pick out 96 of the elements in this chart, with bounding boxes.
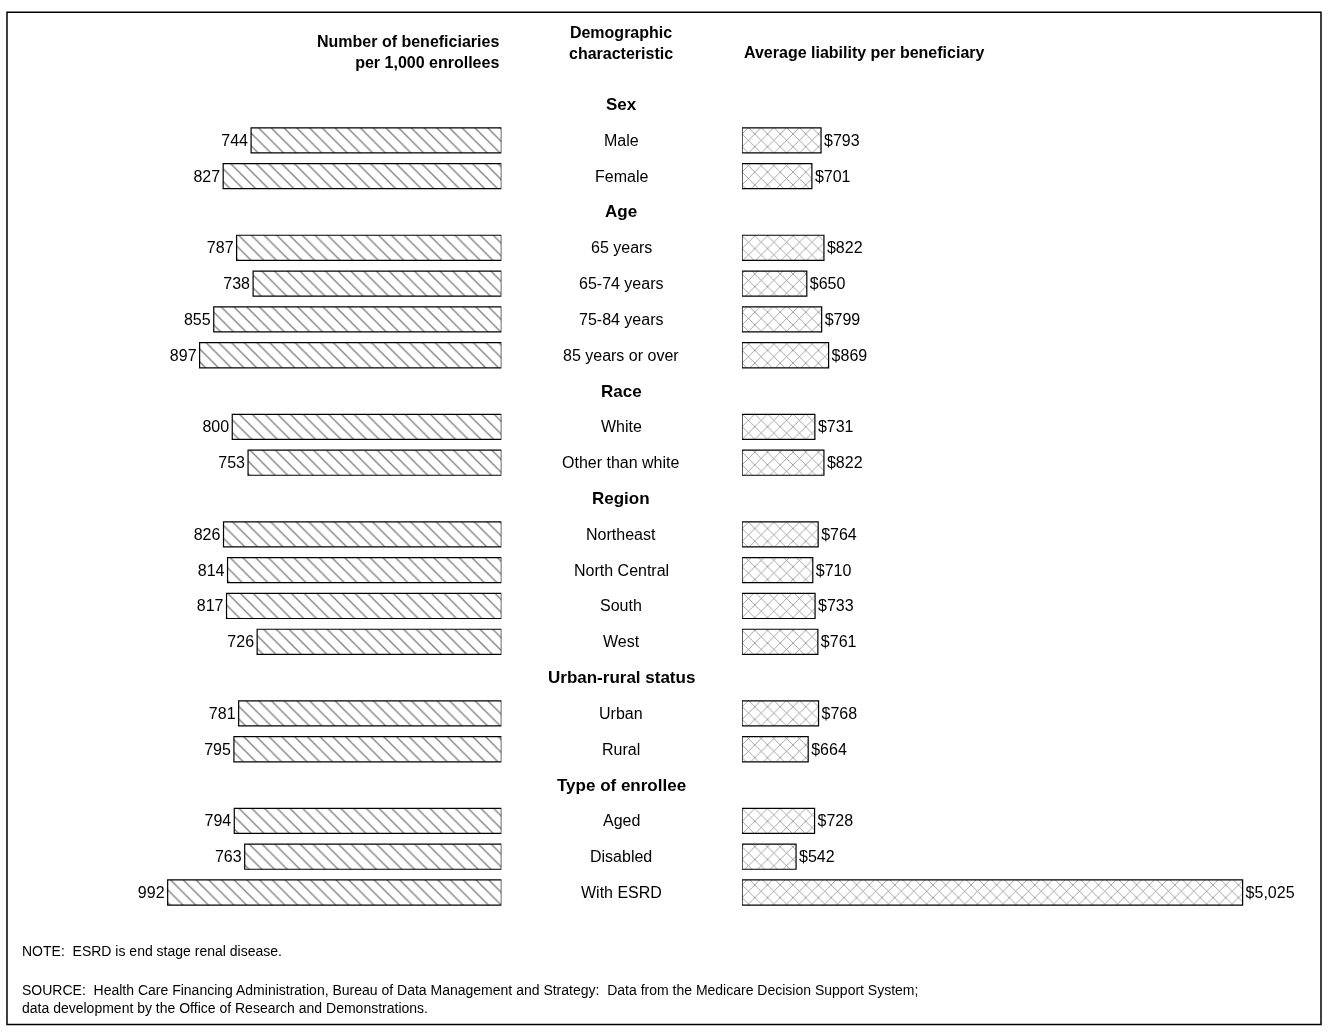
y-tick-label: Other than white xyxy=(562,454,680,471)
y-tick-label: 65-74 years xyxy=(579,275,664,292)
y-tick-label: Rural xyxy=(602,741,641,758)
bar xyxy=(225,592,502,620)
chart-title: Average liability per beneficiary xyxy=(744,44,985,61)
y-tick-label: 75-84 years xyxy=(579,311,664,328)
bar xyxy=(742,521,819,548)
data-label: $542 xyxy=(799,848,835,866)
data-label: $793 xyxy=(824,131,860,149)
bar xyxy=(231,413,502,441)
bar xyxy=(256,628,502,655)
y-tick-label: Northeast xyxy=(586,526,656,543)
data-label: $728 xyxy=(817,812,854,830)
data-label: $701 xyxy=(814,167,851,185)
data-label: $5,025 xyxy=(1245,884,1295,902)
data-label: 992 xyxy=(137,884,165,902)
y-tick-label: 85 years or over xyxy=(563,347,680,364)
bar xyxy=(742,628,819,655)
y-axis-title: Demographic characteristic xyxy=(569,24,674,62)
y-tick-label: West xyxy=(603,633,640,650)
bar xyxy=(742,163,813,190)
data-label: 814 xyxy=(197,561,225,579)
bar xyxy=(226,557,502,584)
data-label: 794 xyxy=(204,812,232,830)
y-tick-label: Age xyxy=(605,202,638,221)
chart-title: Number of beneficiaries per 1,000 enrollees xyxy=(317,33,500,71)
data-label: 781 xyxy=(208,704,236,722)
y-tick-label: Urban-rural status xyxy=(548,668,696,687)
y-tick-label: With ESRD xyxy=(581,884,662,901)
bar xyxy=(742,700,820,727)
data-label: $650 xyxy=(809,275,846,293)
data-label: 763 xyxy=(214,848,242,866)
y-tick-label: Aged xyxy=(603,812,641,829)
bar xyxy=(167,879,502,906)
bar xyxy=(233,736,502,763)
data-label: 744 xyxy=(221,131,249,149)
data-label: 795 xyxy=(204,740,231,758)
y-tick-label: Urban xyxy=(599,705,643,722)
data-label: $822 xyxy=(826,239,863,257)
bar xyxy=(742,306,823,333)
bar xyxy=(199,342,502,369)
y-tick-label: North Central xyxy=(574,562,670,579)
bar xyxy=(742,342,830,369)
y-tick-label: Male xyxy=(604,132,639,149)
bar xyxy=(742,413,816,441)
y-tick-label: 65 years xyxy=(591,239,653,256)
bar xyxy=(238,700,502,727)
data-label: $768 xyxy=(821,704,858,722)
text: NOTE: ESRD is end stage renal disease. xyxy=(22,943,282,959)
bar xyxy=(742,234,825,261)
y-tick-label: Female xyxy=(595,168,649,185)
data-label: 897 xyxy=(169,346,197,364)
data-label: 827 xyxy=(193,167,221,185)
y-tick-label: South xyxy=(600,597,642,614)
data-label: 817 xyxy=(196,597,224,615)
data-label: $733 xyxy=(818,597,854,615)
data-label: $869 xyxy=(831,346,868,364)
data-label: 826 xyxy=(193,525,221,543)
data-label: 753 xyxy=(218,454,246,472)
bar xyxy=(236,234,502,261)
data-label: 855 xyxy=(183,310,211,328)
bar xyxy=(742,557,814,584)
bar xyxy=(742,807,816,835)
bar xyxy=(742,879,1244,906)
bar xyxy=(244,843,502,870)
y-tick-label: White xyxy=(601,418,642,435)
data-label: $710 xyxy=(815,561,852,579)
source-note: SOURCE: Health Care Financing Administration, Bureau of Data Management and Strategy: Data from the Medicare Decision Support System; data development by the Office of Research and Demonstrations. xyxy=(22,982,919,1017)
bar xyxy=(742,592,816,620)
bar xyxy=(252,270,502,297)
bar xyxy=(742,270,808,297)
bar xyxy=(250,127,502,154)
y-tick-label: Disabled xyxy=(590,848,653,865)
data-label: 800 xyxy=(202,418,230,436)
bar xyxy=(213,306,502,333)
data-label: $761 xyxy=(820,633,857,651)
bar xyxy=(742,736,809,763)
data-label: $799 xyxy=(824,310,861,328)
bar xyxy=(247,449,502,476)
bar xyxy=(222,521,502,548)
data-label: 726 xyxy=(227,633,255,651)
data-label: $822 xyxy=(826,454,863,472)
bar xyxy=(742,449,825,476)
bar xyxy=(742,127,822,154)
data-label: 738 xyxy=(223,275,251,293)
y-tick-label: Region xyxy=(592,489,650,508)
bar xyxy=(233,807,502,835)
data-label: $764 xyxy=(821,525,857,543)
y-tick-label: Type of enrollee xyxy=(557,776,687,795)
data-label: 787 xyxy=(206,239,234,257)
y-tick-label: Race xyxy=(601,382,642,401)
bar xyxy=(742,843,797,870)
y-tick-label: Sex xyxy=(606,95,637,114)
data-label: $731 xyxy=(817,418,854,436)
bar xyxy=(222,163,502,190)
data-label: $664 xyxy=(811,740,847,758)
